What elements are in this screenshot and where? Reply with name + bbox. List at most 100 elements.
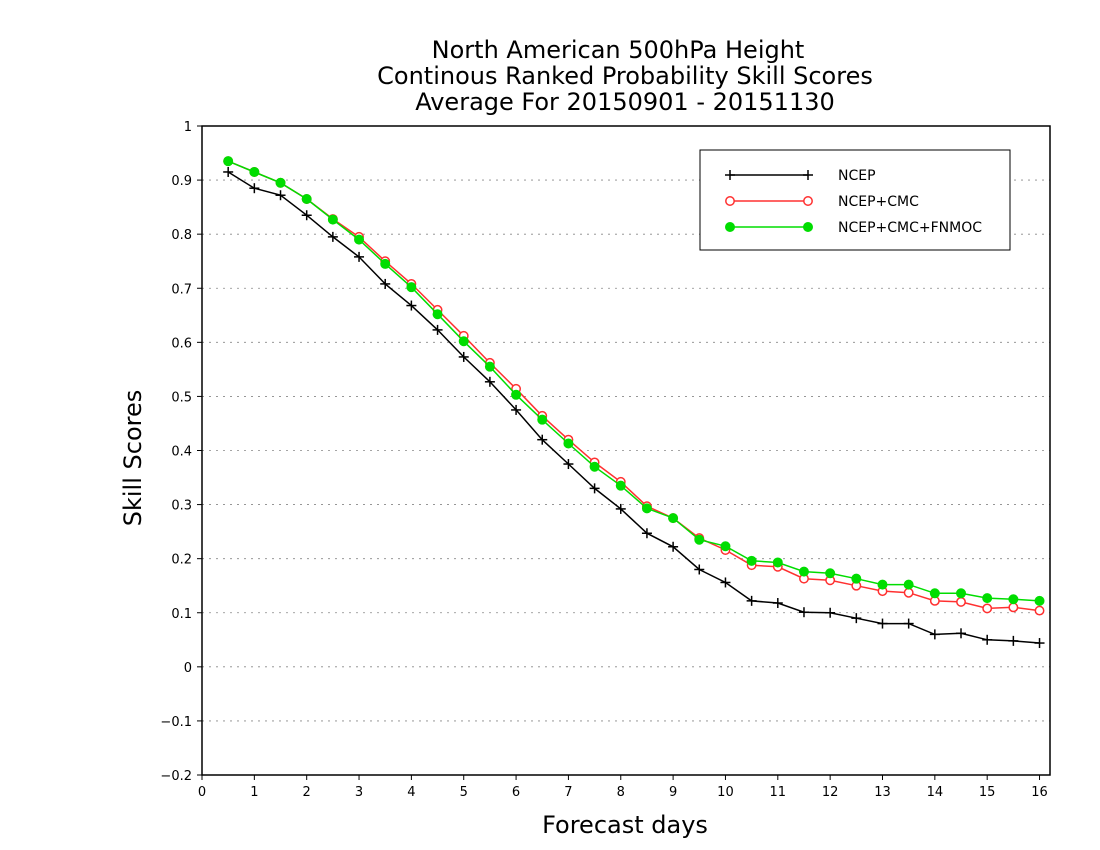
data-point: [982, 603, 993, 614]
data-point: [903, 587, 914, 598]
data-point: [537, 414, 548, 425]
data-point: [803, 222, 813, 232]
data-point: [1034, 605, 1045, 616]
data-point: [615, 503, 626, 514]
data-point: [877, 618, 888, 629]
data-point: [746, 555, 757, 566]
series-0: [223, 166, 1045, 649]
x-tick-label: 13: [874, 785, 891, 800]
data-point: [589, 461, 600, 472]
legend-label: NCEP: [838, 168, 876, 184]
data-point: [803, 196, 813, 206]
x-tick-label: 10: [717, 785, 734, 800]
data-point: [380, 278, 391, 289]
data-point: [929, 629, 940, 640]
data-point: [589, 483, 600, 494]
data-point: [929, 588, 940, 599]
y-tick-label: 0.2: [171, 553, 192, 568]
data-point: [1034, 638, 1045, 649]
data-point: [563, 438, 574, 449]
x-tick-label: 0: [198, 785, 206, 800]
data-point: [798, 566, 809, 577]
data-point: [956, 588, 967, 599]
x-tick-label: 3: [355, 785, 363, 800]
data-point: [772, 557, 783, 568]
gridlines: [202, 179, 1050, 722]
y-tick-label: 0.6: [171, 336, 192, 351]
title-line-2: Continous Ranked Probability Skill Score…: [377, 62, 873, 90]
y-tick-label: 0.7: [171, 282, 192, 297]
data-point: [694, 564, 705, 575]
data-point: [668, 541, 679, 552]
y-tick-label: 0.4: [171, 445, 192, 460]
data-point: [615, 480, 626, 491]
title-line-1: North American 500hPa Height: [432, 36, 805, 64]
data-point: [668, 513, 679, 524]
y-tick-label: 0.5: [171, 390, 192, 405]
series-2: [223, 156, 1045, 606]
data-point: [725, 222, 735, 232]
data-point: [798, 607, 809, 618]
data-point: [720, 541, 731, 552]
legend-items: NCEP NCEP+CMC NCEP+CMC+FNMOC: [725, 168, 982, 236]
x-axis-title: Forecast days: [542, 811, 708, 839]
data-point: [563, 459, 574, 470]
x-tick-label: 14: [927, 785, 944, 800]
data-point: [641, 503, 652, 514]
data-point: [903, 618, 914, 629]
y-tick-label: 0: [184, 661, 192, 676]
data-point: [406, 282, 417, 293]
x-tick-label: 5: [460, 785, 468, 800]
x-axis: 0 1 2 3 4 5 6 7 8 9 10 11 12 13 14 15 16: [198, 775, 1048, 800]
x-tick-label: 7: [564, 785, 572, 800]
data-point: [877, 579, 888, 590]
data-point: [720, 577, 731, 588]
y-axis-title: Skill Scores: [119, 390, 147, 527]
data-point: [223, 166, 234, 177]
data-point: [1008, 594, 1019, 605]
data-point: [903, 579, 914, 590]
x-tick-label: 4: [407, 785, 415, 800]
chart-title: North American 500hPa Height Continous R…: [377, 36, 873, 116]
data-point: [223, 156, 234, 167]
data-point: [432, 324, 443, 335]
data-point: [825, 568, 836, 579]
plot-frame: [201, 125, 1051, 776]
title-line-3: Average For 20150901 - 20151130: [415, 88, 835, 116]
legend-label: NCEP+CMC: [838, 194, 919, 210]
data-point: [484, 376, 495, 387]
data-point: [354, 234, 365, 245]
series-layer: [223, 156, 1045, 649]
data-point: [956, 628, 967, 639]
legend: NCEP NCEP+CMC NCEP+CMC+FNMOC: [699, 149, 1011, 251]
data-point: [1008, 635, 1019, 646]
y-tick-label: 1: [184, 120, 192, 135]
data-point: [537, 434, 548, 445]
y-axis: −0.2 −0.1 0 0.1 0.2 0.3 0.4 0.5 0.6 0.7 0.8 0.9 1: [160, 120, 202, 784]
data-point: [301, 210, 312, 221]
data-point: [275, 177, 286, 188]
data-point: [982, 593, 993, 604]
data-point: [772, 598, 783, 609]
data-point: [851, 613, 862, 624]
y-tick-label: −0.1: [160, 715, 192, 730]
data-point: [249, 166, 260, 177]
x-tick-label: 11: [770, 785, 787, 800]
y-tick-label: −0.2: [160, 769, 192, 784]
data-point: [725, 170, 735, 180]
data-point: [275, 190, 286, 201]
data-point: [982, 634, 993, 645]
x-tick-label: 12: [822, 785, 839, 800]
data-point: [511, 389, 522, 400]
x-tick-label: 16: [1031, 785, 1048, 800]
data-point: [851, 573, 862, 584]
data-point: [327, 231, 338, 242]
data-point: [432, 309, 443, 320]
data-point: [406, 300, 417, 311]
x-tick-label: 6: [512, 785, 520, 800]
legend-item: NCEP+CMC+FNMOC: [725, 220, 982, 236]
legend-item: NCEP+CMC: [725, 194, 919, 210]
data-point: [1008, 602, 1019, 613]
data-point: [803, 170, 813, 180]
